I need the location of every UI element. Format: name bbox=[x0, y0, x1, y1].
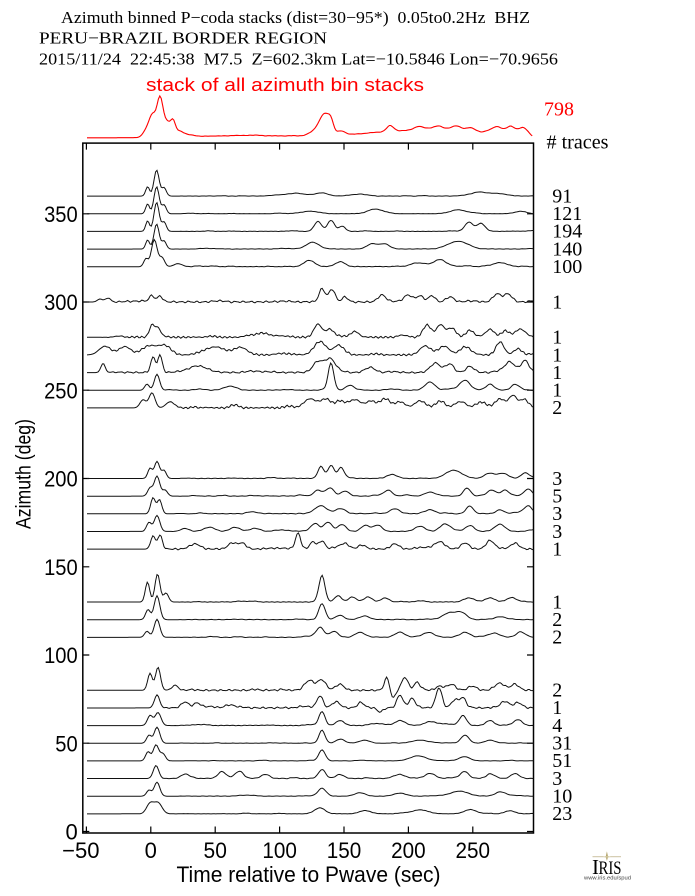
svg-text:Azimuth (deg): Azimuth (deg) bbox=[12, 419, 36, 529]
svg-text:2: 2 bbox=[552, 397, 562, 419]
svg-text:51: 51 bbox=[552, 750, 572, 772]
svg-text:2: 2 bbox=[552, 627, 562, 649]
svg-text:23: 23 bbox=[552, 803, 572, 825]
svg-text:31: 31 bbox=[552, 733, 572, 755]
svg-text:1: 1 bbox=[552, 697, 562, 719]
svg-text:140: 140 bbox=[552, 238, 582, 260]
svg-text:2: 2 bbox=[552, 609, 562, 631]
svg-text:# traces: # traces bbox=[547, 131, 609, 153]
svg-text:194: 194 bbox=[552, 221, 582, 243]
svg-text:0: 0 bbox=[145, 838, 157, 863]
svg-text:PERU−BRAZIL BORDER REGION: PERU−BRAZIL BORDER REGION bbox=[39, 29, 327, 48]
svg-text:200: 200 bbox=[44, 467, 78, 492]
svg-text:1: 1 bbox=[552, 591, 562, 613]
svg-text:RIS: RIS bbox=[599, 859, 622, 879]
svg-text:250: 250 bbox=[44, 378, 78, 403]
svg-text:798: 798 bbox=[544, 98, 574, 120]
svg-text:3: 3 bbox=[552, 503, 562, 525]
svg-text:1: 1 bbox=[552, 344, 562, 366]
svg-text:3: 3 bbox=[552, 768, 562, 790]
svg-text:121: 121 bbox=[552, 203, 582, 225]
svg-text:300: 300 bbox=[44, 290, 78, 315]
svg-text:3: 3 bbox=[552, 521, 562, 543]
svg-text:1: 1 bbox=[552, 380, 562, 402]
svg-text:91: 91 bbox=[552, 185, 572, 207]
svg-text:1: 1 bbox=[552, 327, 562, 349]
svg-text:www.iris.edu/spud: www.iris.edu/spud bbox=[584, 875, 631, 881]
svg-text:100: 100 bbox=[552, 256, 582, 278]
svg-text:3: 3 bbox=[552, 468, 562, 490]
svg-text:150: 150 bbox=[327, 838, 362, 863]
svg-text:1: 1 bbox=[552, 291, 562, 313]
svg-text:100: 100 bbox=[262, 838, 297, 863]
svg-text:100: 100 bbox=[44, 643, 78, 668]
svg-text:0: 0 bbox=[65, 820, 77, 845]
svg-text:1: 1 bbox=[552, 362, 562, 384]
svg-text:5: 5 bbox=[552, 486, 562, 508]
svg-text:Time relative to Pwave (sec): Time relative to Pwave (sec) bbox=[177, 862, 441, 887]
svg-text:250: 250 bbox=[456, 838, 491, 863]
svg-text:2: 2 bbox=[552, 680, 562, 702]
svg-text:200: 200 bbox=[391, 838, 426, 863]
svg-text:50: 50 bbox=[55, 732, 77, 757]
svg-text:I: I bbox=[592, 855, 599, 879]
svg-text:350: 350 bbox=[44, 202, 78, 227]
svg-text:150: 150 bbox=[44, 555, 78, 580]
svg-text:stack of all azimuth bin stack: stack of all azimuth bin stacks bbox=[146, 75, 424, 95]
svg-text:10: 10 bbox=[552, 786, 572, 808]
svg-text:2015/11/24 22:45:38 M7.5 Z=: 2015/11/24 22:45:38 M7.5 Z=602.3km Lat=−… bbox=[39, 50, 558, 69]
svg-text:−50: −50 bbox=[62, 838, 99, 863]
svg-text:1: 1 bbox=[552, 538, 562, 560]
svg-text:50: 50 bbox=[204, 838, 227, 863]
svg-text:Azimuth binned P−coda stacks (: Azimuth binned P−coda stacks (dist=30−95… bbox=[61, 8, 530, 27]
svg-text:4: 4 bbox=[552, 715, 562, 737]
